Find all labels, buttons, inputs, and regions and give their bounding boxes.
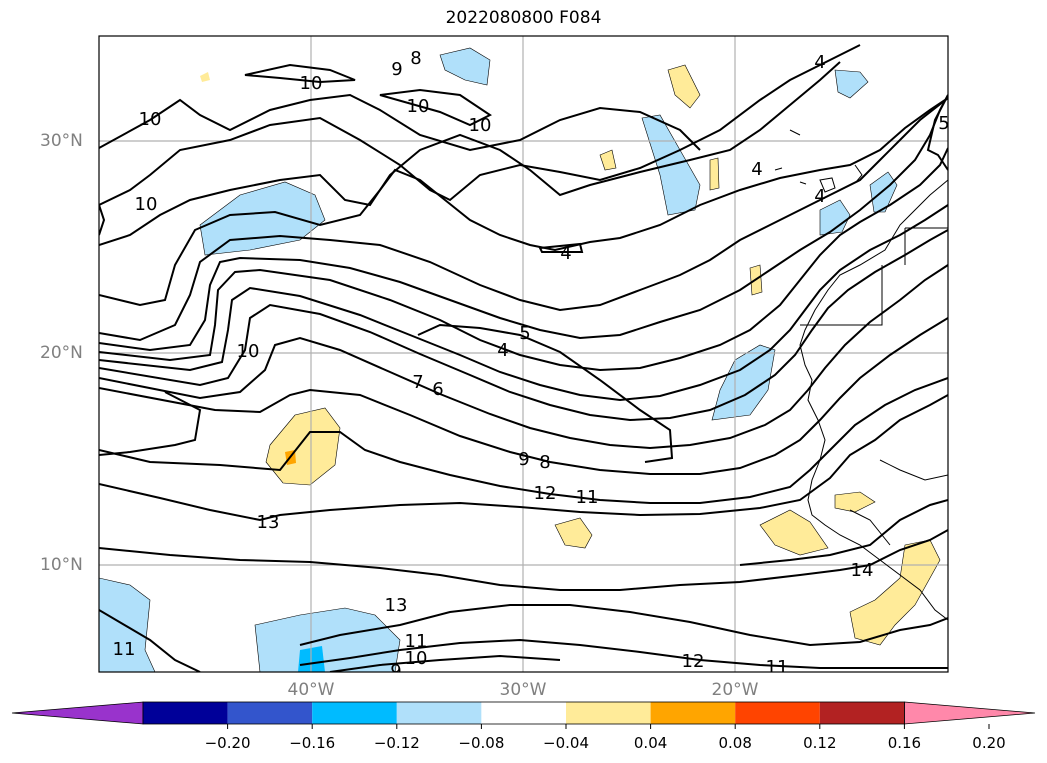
contour-label: 10 — [405, 648, 428, 669]
contour-label: 4 — [814, 52, 825, 73]
contour-label: 9 — [518, 449, 529, 470]
contour-lines — [99, 44, 948, 672]
colorbar-segment — [650, 702, 736, 724]
negative-region — [869, 171, 898, 213]
colorbar-segment — [481, 702, 566, 724]
lon-label-20w: 20°W — [711, 680, 759, 700]
positive-region — [759, 509, 829, 556]
colorbar-segment — [735, 702, 820, 724]
colorbar-segment — [819, 702, 905, 724]
colorbar-tick-label: 0.04 — [633, 734, 668, 752]
map-panel: 10 9 8 10 10 10 10 4 4 4 4 5 5 4 10 7 6 … — [98, 35, 949, 682]
colorbar-extend-max — [904, 701, 1036, 725]
coastlines — [774, 129, 948, 621]
negative-region — [834, 69, 869, 99]
contour-label: 9 — [391, 59, 402, 80]
contour-label: 13 — [385, 595, 408, 616]
colorbar-tick-label: 0.12 — [803, 734, 837, 752]
lon-label-40w: 40°W — [287, 680, 335, 700]
contour-label: 10 — [135, 194, 158, 215]
positive-region — [554, 517, 593, 549]
contour-label: 10 — [300, 73, 323, 94]
lon-label-30w: 30°W — [499, 680, 547, 700]
contour-label: 10 — [407, 96, 430, 117]
colorbar-segment — [227, 702, 313, 724]
colorbar-segment — [143, 702, 228, 724]
contour-label: 10 — [139, 109, 162, 130]
colorbar-tick-label: −0.16 — [289, 734, 336, 752]
map-frame — [98, 35, 949, 673]
colorbar — [11, 701, 1036, 729]
contour-label: 4 — [814, 186, 825, 207]
positive-region — [599, 149, 617, 171]
positive-region — [834, 491, 876, 513]
contour-label: 14 — [851, 560, 874, 581]
colorbar-segment — [566, 702, 651, 724]
colorbar-extend-min — [11, 701, 144, 725]
colorbar-segment — [312, 702, 397, 724]
contour-label: 5 — [519, 323, 530, 344]
colorbar-tick-label: −0.20 — [204, 734, 251, 752]
contour-label: 4 — [560, 243, 571, 264]
contour-label: 6 — [432, 379, 443, 400]
contour-label: 5 — [938, 113, 949, 134]
negative-region — [439, 47, 491, 86]
positive-region — [709, 157, 720, 191]
positive-region — [667, 64, 701, 109]
lat-label-10n: 10°N — [40, 555, 83, 575]
negative-region — [711, 344, 776, 421]
graticule — [99, 36, 948, 672]
contour-label: 11 — [405, 631, 428, 652]
contour-label: 4 — [497, 340, 508, 361]
positive-region — [849, 539, 941, 646]
contour-label: 11 — [576, 487, 599, 508]
colorbar-tick-label: −0.12 — [373, 734, 420, 752]
lat-label-20n: 20°N — [40, 343, 83, 363]
colorbar-tick-label: 0.08 — [718, 734, 752, 752]
contour-label: 11 — [113, 639, 136, 660]
colorbar-segment — [396, 702, 482, 724]
contour-label: 4 — [751, 159, 762, 180]
contour-label: 13 — [257, 512, 280, 533]
colorbar-frame — [142, 701, 905, 725]
negative-region — [99, 577, 156, 672]
contour-label: 7 — [412, 372, 423, 393]
colorbar-tick-label: −0.08 — [458, 734, 505, 752]
contour-label: 10 — [237, 341, 260, 362]
contour-labels: 10 9 8 10 10 10 10 4 4 4 4 5 5 4 10 7 6 … — [113, 48, 949, 682]
contour-label: 12 — [682, 651, 705, 672]
lat-label-30n: 30°N — [40, 131, 83, 151]
map-title: 2022080800 F084 — [445, 8, 602, 28]
colorbar-tick-label: 0.16 — [887, 734, 922, 752]
colorbar-tick-label: −0.04 — [543, 734, 589, 752]
shaded-regions — [99, 47, 941, 672]
negative-region — [819, 199, 851, 236]
contour-label: 8 — [410, 48, 421, 69]
colorbar-tick-label: 0.20 — [972, 734, 1006, 752]
contour-label: 12 — [534, 483, 557, 504]
contour-label: 8 — [539, 452, 550, 473]
contour-label: 9 — [390, 661, 401, 682]
positive-region — [200, 72, 210, 82]
contour-label: 10 — [469, 115, 492, 136]
contour-label: 11 — [766, 657, 789, 678]
